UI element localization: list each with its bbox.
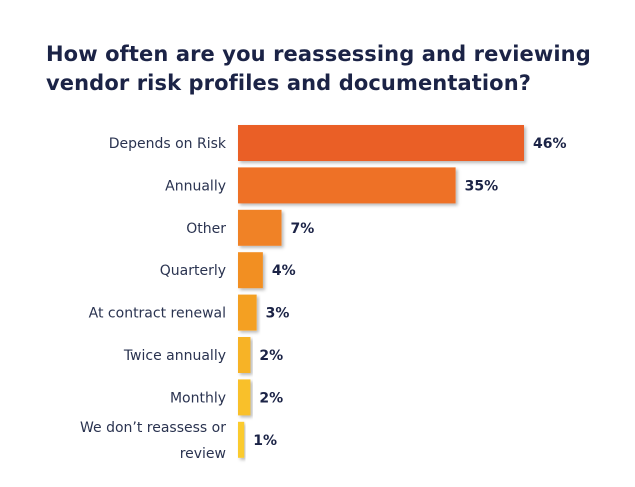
value-label-1: 35%: [465, 178, 499, 194]
bar-4: [238, 294, 257, 331]
value-label-4: 3%: [266, 306, 290, 322]
bar-1: [238, 167, 456, 204]
category-label-7-line-0: We don’t reassess or: [80, 420, 226, 436]
bar-3: [238, 252, 263, 289]
bar-5: [238, 337, 251, 373]
category-label-0: Depends on Risk: [109, 136, 227, 152]
value-label-7: 1%: [253, 433, 277, 449]
category-label-4: At contract renewal: [89, 306, 226, 322]
bar-0: [238, 125, 524, 161]
bar-6: [238, 379, 251, 416]
category-label-7-line-1: review: [180, 446, 226, 462]
bar-7: [238, 421, 245, 458]
bar-2: [238, 209, 282, 246]
category-label-6: Monthly: [170, 390, 226, 406]
category-label-2: Other: [186, 221, 226, 237]
chart-title-line-2: vendor risk profiles and documentation?: [46, 71, 532, 95]
value-label-6: 2%: [259, 390, 283, 406]
chart-title-line-1: How often are you reassessing and review…: [46, 42, 591, 66]
category-label-5: Twice annually: [123, 348, 226, 364]
chart-title: How often are you reassessing and review…: [46, 40, 606, 98]
category-label-3: Quarterly: [160, 263, 226, 279]
value-label-5: 2%: [259, 348, 283, 364]
plot-area: 46% Depends on Risk 35% Annually 7% Other 4% Qu…: [80, 125, 567, 462]
value-label-0: 46%: [533, 136, 567, 152]
category-label-1: Annually: [165, 178, 226, 194]
value-label-2: 7%: [291, 221, 315, 237]
value-label-3: 4%: [272, 263, 296, 279]
